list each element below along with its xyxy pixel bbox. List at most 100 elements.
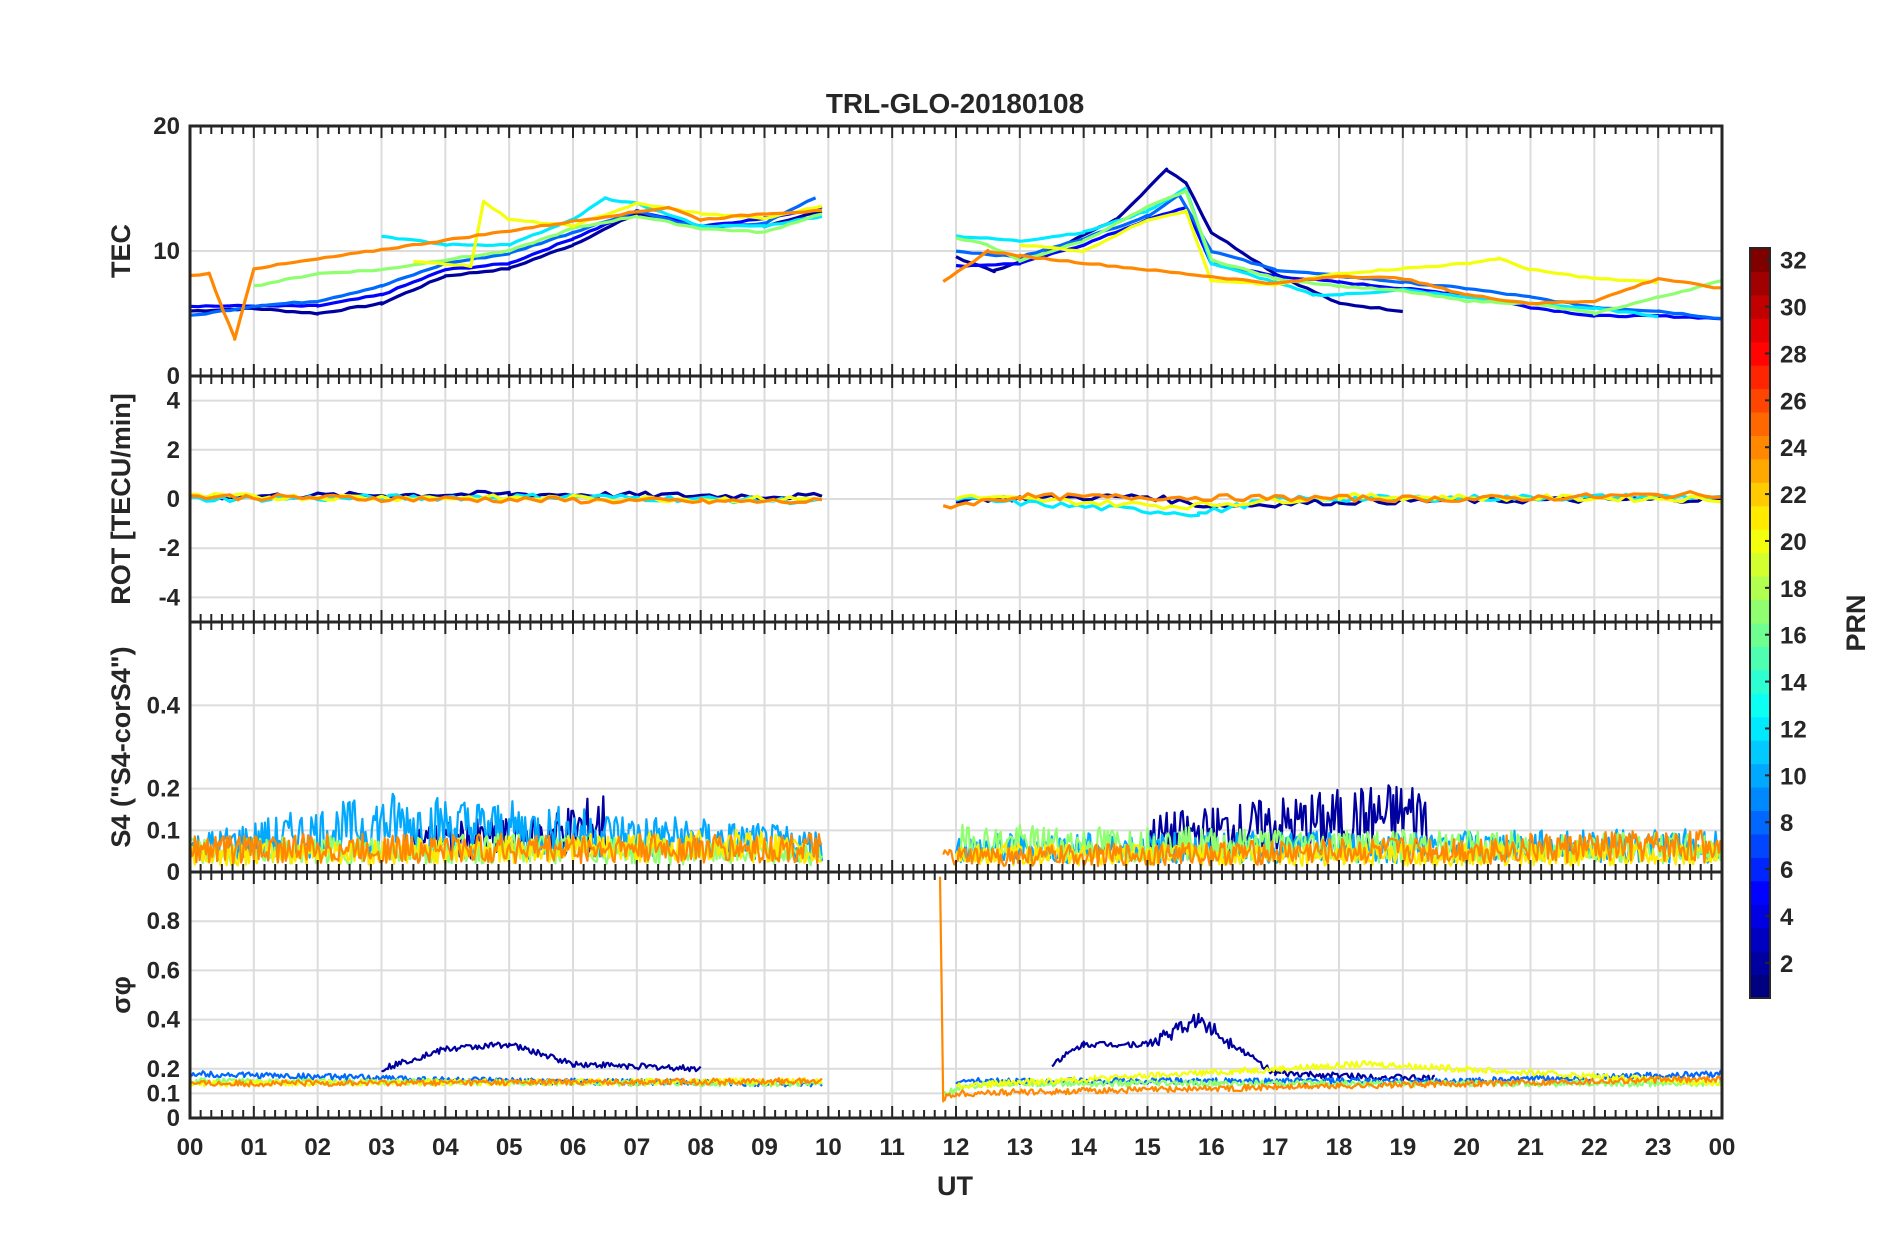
y-tick-label: 4: [167, 388, 181, 415]
x-tick-label: 21: [1517, 1134, 1544, 1161]
series-prn-2: [1051, 1012, 1436, 1082]
x-tick-label: 12: [943, 1134, 970, 1161]
series-prn-24: [188, 832, 823, 865]
panel-4: 00.10.2 0.4 0.6 0.8 σφ: [106, 870, 1724, 1132]
colorbar-swatch: [1750, 810, 1770, 835]
colorbar-tick-label: 12: [1780, 716, 1807, 743]
y-tick-label: 0: [167, 1105, 180, 1132]
x-tick-label: 04: [432, 1134, 459, 1161]
y-tick-label: -4: [159, 584, 181, 611]
series-prn-2: [381, 1041, 702, 1073]
colorbar-swatch: [1750, 341, 1770, 366]
colorbar-tick-label: 8: [1780, 810, 1793, 837]
colorbar-tick-label: 20: [1780, 529, 1807, 556]
series-prn-5: [189, 205, 823, 309]
colorbar-swatch: [1750, 248, 1770, 272]
x-tick-label: 00: [177, 1134, 204, 1161]
x-tick-label: 23: [1645, 1134, 1672, 1161]
colorbar-tick-label: 4: [1780, 904, 1794, 931]
series-prn-24: [189, 492, 823, 505]
colorbar-swatch: [1750, 412, 1770, 436]
colorbar-swatch: [1750, 482, 1770, 507]
y-tick-label: 0.4: [147, 692, 181, 719]
y-tick-label: 0.8: [147, 908, 180, 935]
colorbar-swatch: [1750, 552, 1770, 577]
x-tick-label: 13: [1006, 1134, 1033, 1161]
y-tick-label: 0.6: [147, 957, 180, 984]
colorbar-swatch: [1750, 458, 1770, 483]
colorbar-swatch: [1750, 669, 1770, 694]
series-prn-24: [189, 205, 823, 341]
y-tick-label: 2: [167, 437, 180, 464]
x-tick-label: 11: [879, 1134, 904, 1161]
colorbar-swatch: [1750, 435, 1770, 460]
series-prn-24: [189, 1077, 823, 1088]
colorbar-frame: [1749, 247, 1771, 999]
colorbar-swatch: [1750, 623, 1770, 647]
x-tick-label: 05: [496, 1134, 523, 1161]
y-axis-label: σφ: [106, 976, 136, 1014]
x-tick-label: 08: [687, 1134, 714, 1161]
colorbar-swatch: [1750, 294, 1770, 319]
colorbar-swatch: [1750, 974, 1770, 999]
colorbar-tick-label: 10: [1780, 763, 1807, 790]
colorbar-tick-label: 22: [1780, 482, 1807, 509]
y-tick-label: 0: [167, 859, 180, 886]
colorbar-swatch: [1750, 388, 1770, 413]
x-tick-labels: 00 01 02 03 04 05 06 07 08 09 10 11 12 13 14 15 16 17 18 19…: [177, 1134, 1736, 1161]
series-prn-12: [381, 196, 823, 247]
x-tick-label: 22: [1581, 1134, 1608, 1161]
colorbar-swatch: [1750, 646, 1770, 671]
x-tick-label: 14: [1070, 1134, 1097, 1161]
series-prn-20: [1019, 208, 1659, 287]
colorbar-tick-label: 16: [1780, 623, 1807, 650]
x-tick-label: 03: [368, 1134, 395, 1161]
colorbar-swatch: [1750, 740, 1770, 765]
colorbar-swatch: [1750, 693, 1770, 718]
colorbar-swatch: [1750, 927, 1770, 952]
y-tick-label: 0.1: [147, 817, 180, 844]
series-prn-17: [955, 823, 1724, 865]
panel-1: 0 10 20 TEC: [106, 113, 1724, 390]
colorbar-swatch: [1750, 271, 1770, 296]
x-axis-label: UT: [937, 1171, 973, 1201]
colorbar-label: PRN: [1841, 594, 1871, 651]
series-prn-20: [955, 1060, 1723, 1090]
colorbar-swatch: [1750, 365, 1770, 390]
x-tick-label: 07: [623, 1134, 650, 1161]
colorbar-tick-label: 6: [1780, 857, 1793, 884]
colorbar-tick-label: 14: [1780, 670, 1807, 697]
colorbar-tick-label: 28: [1780, 341, 1807, 368]
colorbar-swatch: [1750, 599, 1770, 624]
y-axis-label: ROT [TECU/min]: [106, 393, 136, 604]
panel-2: -4 -2 0 2 4 ROT [TECU/min]: [106, 374, 1724, 624]
colorbar-tick-label: 18: [1780, 576, 1807, 603]
y-axis-label: S4 ("S4-corS4"): [106, 646, 136, 847]
series-prn-24: [938, 876, 1723, 1103]
y-tick-label: 10: [153, 238, 180, 265]
x-tick-label: 20: [1453, 1134, 1480, 1161]
panel-3: 0 0.1 0.2 0.4 S4 ("S4-corS4"): [106, 620, 1724, 886]
y-axis-label: TEC: [106, 224, 136, 278]
colorbar-tick-label: 30: [1780, 295, 1807, 322]
series-prn-20: [413, 199, 823, 268]
y-tick-label: 0.2: [147, 776, 180, 803]
colorbar-swatch: [1750, 716, 1770, 741]
y-tick-label: 0: [167, 363, 180, 390]
colorbar-swatch: [1750, 763, 1770, 788]
x-tick-label: 06: [560, 1134, 587, 1161]
colorbar-tick-label: 26: [1780, 388, 1807, 415]
series-prn-24: [942, 829, 1724, 868]
x-tick-label: 15: [1134, 1134, 1161, 1161]
series-prn-17: [955, 188, 1723, 316]
colorbar-swatch: [1750, 951, 1770, 976]
y-tick-label: 0: [167, 486, 180, 513]
y-tick-label: 0.1: [147, 1080, 180, 1107]
y-tick-label: -2: [159, 535, 180, 562]
series-prn-2: [1146, 784, 1429, 859]
x-tick-label: 01: [240, 1134, 267, 1161]
x-tick-label: 17: [1262, 1134, 1289, 1161]
